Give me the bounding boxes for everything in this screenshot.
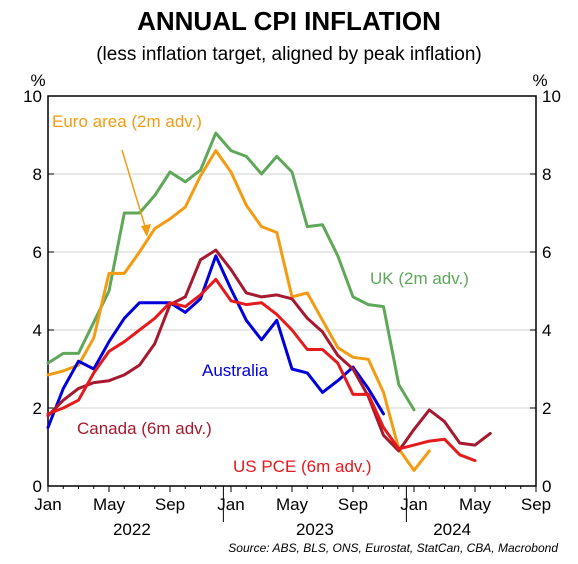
y-tick-label-left: 2	[33, 399, 42, 418]
year-label: 2023	[296, 520, 334, 539]
y-tick-label-left: 8	[33, 165, 42, 184]
annotations: Euro area (2m adv.) UK (2m adv.) Austral…	[52, 112, 469, 476]
x-tick-label: May	[459, 495, 492, 514]
label-australia: Australia	[202, 361, 269, 380]
x-tick-label: Sep	[338, 495, 368, 514]
x-tick-label: Sep	[155, 495, 185, 514]
series-line-us-pce-6m-adv	[46, 277, 477, 463]
label-us-pce: US PCE (6m adv.)	[233, 457, 372, 476]
label-uk: UK (2m adv.)	[370, 269, 469, 288]
y-unit-left: %	[30, 71, 45, 90]
chart-title: ANNUAL CPI INFLATION	[137, 6, 441, 36]
x-tick-label: Sep	[521, 495, 551, 514]
y-tick-label-right: 10	[542, 87, 561, 106]
y-tick-label-left: 0	[33, 477, 42, 496]
y-tick-label-left: 6	[33, 243, 42, 262]
series-line-uk-2m-adv	[46, 131, 416, 412]
y-tick-label-right: 0	[542, 477, 551, 496]
series-line-euro-area-2m-adv	[46, 149, 431, 472]
series	[46, 131, 492, 472]
chart-subtitle: (less inflation target, aligned by peak …	[96, 44, 482, 65]
label-canada: Canada (6m adv.)	[77, 419, 212, 438]
y-tick-label-right: 2	[542, 399, 551, 418]
euro-area-arrow-head	[141, 224, 151, 237]
y-tick-label-left: 4	[33, 321, 42, 340]
series-line-canada-6m-adv	[46, 248, 492, 453]
axes: 0 0 2 2 4 4 6 6 8 8 10 10 Jan May Sep Jan May Sep Jan May Se…	[23, 87, 561, 539]
x-tick-label: May	[93, 495, 126, 514]
x-tick-label: Jan	[34, 495, 61, 514]
y-tick-label-right: 4	[542, 321, 551, 340]
source-note: Source: ABS, BLS, ONS, Eurostat, StatCan…	[228, 541, 558, 555]
x-tick-label: Jan	[217, 495, 244, 514]
y-tick-label-right: 8	[542, 165, 551, 184]
x-tick-label: Jan	[400, 495, 427, 514]
y-tick-label-left: 10	[23, 87, 42, 106]
year-label: 2022	[113, 520, 151, 539]
euro-area-arrow-line	[121, 149, 148, 234]
x-tick-label: May	[276, 495, 309, 514]
y-unit-right: %	[532, 71, 547, 90]
label-euro-area: Euro area (2m adv.)	[52, 112, 202, 131]
y-tick-label-right: 6	[542, 243, 551, 262]
year-label: 2024	[433, 520, 471, 539]
series-line-australia	[46, 254, 385, 429]
